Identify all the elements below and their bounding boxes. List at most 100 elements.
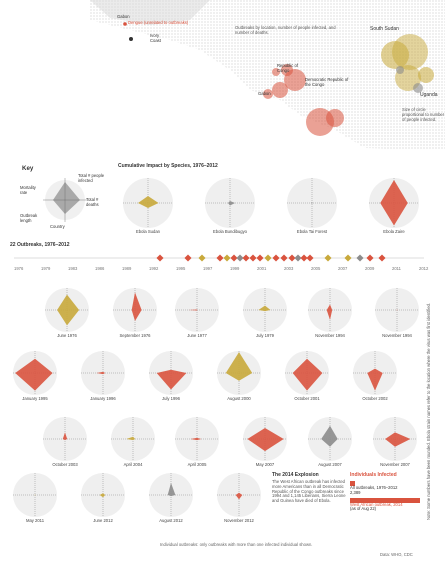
outbreak-radar [111, 417, 155, 461]
radar-shape [258, 305, 271, 312]
infected-legend: Individuals Infected All outbreaks, 1976… [350, 472, 428, 512]
outbreaks-title: 22 Outbreaks, 1976–2012 [10, 242, 70, 248]
outbreak-radar [308, 288, 352, 332]
outbreak-radar [217, 473, 261, 517]
outbreak-circle [392, 34, 428, 70]
radar-shape [167, 482, 176, 497]
map-region: Gabon Dengue (unrelated to outbreaks) Iv… [90, 0, 448, 150]
map-label-republic-congo: Republic of Congo [277, 63, 298, 73]
explosion-text: The West African outbreak has infected m… [272, 479, 346, 504]
timeline-marker [300, 254, 308, 262]
map-label-south-sudan: South Sudan [370, 26, 399, 32]
cumulative-row: Ebola Sudan Ebola Bundibugyo Ebola Tai For… [110, 170, 420, 245]
panel-label: June 1976 [57, 333, 77, 338]
radar-shape [292, 358, 323, 391]
timeline-marker [223, 254, 231, 262]
panel-label: January 1996 [90, 396, 116, 401]
key-title: Key [22, 165, 34, 172]
key-label-country: Country [50, 224, 65, 229]
outbreak-radar [149, 473, 193, 517]
explosion-title: The 2014 Explosion [272, 472, 319, 478]
timeline-marker [272, 254, 280, 262]
map-label-gabon-2: Gabon [258, 91, 271, 96]
legend-row2-value: (as of Aug 22) [350, 506, 377, 512]
credit: Data: WHO, CDC [380, 552, 413, 557]
panel-label: July 1979 [256, 333, 274, 338]
species-radar [123, 178, 173, 228]
outbreak-radar [81, 473, 125, 517]
key-diagram: Total # people infected Total # deaths M… [20, 172, 110, 232]
side-note-text: Note: Some numbers have been rounded. Eb… [426, 302, 431, 520]
radar-shape [96, 371, 106, 375]
outbreak-radar [113, 288, 157, 332]
legend-row1-value: 2,389 [350, 489, 361, 495]
outbreak-circle [272, 82, 288, 98]
timeline-marker [294, 254, 302, 262]
key-label-mortality: Mortality rate [20, 185, 36, 195]
radar-shape [138, 196, 159, 208]
species-radar [369, 178, 419, 228]
radar-shape [235, 492, 243, 500]
timeline-marker [216, 254, 224, 262]
map-note-bottom: Size of circle proportional to number of… [402, 107, 445, 122]
panel-label: August 2007 [318, 462, 342, 467]
outbreak-circle [413, 83, 423, 93]
panel-label: October 2003 [52, 462, 78, 467]
key-shape [53, 182, 80, 214]
timeline-marker [249, 254, 257, 262]
radar-shape [188, 309, 198, 311]
radar-shape [156, 369, 187, 390]
timeline-marker [356, 254, 364, 262]
legend-swatch-large [350, 497, 420, 503]
map-label-uganda: Uganda [420, 92, 438, 98]
panel-label: August 2000 [227, 396, 251, 401]
explosion-box: The 2014 Explosion The West African outb… [272, 472, 348, 504]
radar-shape [62, 432, 68, 441]
panel-label: November 1994 [382, 333, 412, 338]
timeline-marker [184, 254, 192, 262]
legend-row1: All outbreaks, 1976–2012 [350, 485, 398, 490]
radar-shape [380, 180, 408, 226]
cumulative-title: Cumulative Impact by Species, 1976–2012 [118, 163, 218, 169]
map-label-ivory-coast: Ivory Coast [150, 33, 161, 43]
timeline-marker [264, 254, 272, 262]
radar-shape [57, 294, 80, 326]
timeline-year: 1995 [176, 266, 186, 271]
outbreak-circle [326, 109, 344, 127]
panel-label: Ebola Bundibugyo [213, 229, 247, 234]
outbreak-circle [418, 67, 434, 83]
timeline-year: 2012 [419, 266, 429, 271]
timeline-year: 1983 [68, 266, 78, 271]
timeline-marker [156, 254, 164, 262]
radar-shape [99, 493, 106, 498]
map-note-top: Outbreaks by location, number of people … [235, 25, 336, 35]
map-label-dengue: Dengue (unrelated to outbreaks) [128, 20, 189, 25]
panel-label: July 1996 [162, 396, 180, 401]
timeline-year: 1999 [230, 266, 240, 271]
panel-label: Ebola Zaire [383, 229, 405, 234]
outbreak-circle [129, 37, 133, 41]
radar-shape [321, 425, 338, 447]
timeline-marker [288, 254, 296, 262]
timeline-marker [242, 254, 250, 262]
continent-shape [90, 0, 445, 150]
outbreak-radar [13, 473, 57, 517]
radar-shape [228, 201, 235, 206]
timeline-year: 2009 [365, 266, 375, 271]
timeline-marker [366, 254, 374, 262]
outbreak-radar [243, 417, 287, 461]
radar-shape [396, 309, 398, 311]
outbreak-radar [43, 417, 87, 461]
timeline-year: 2007 [338, 266, 348, 271]
side-note: Note: Some numbers have been rounded. Eb… [426, 300, 448, 530]
panel-label: October 2001 [294, 396, 320, 401]
outbreak-radar [81, 351, 125, 395]
panel-label: November 2012 [224, 518, 254, 523]
panel-label: September 1976 [119, 333, 151, 338]
key-label-length: Outbreak length [20, 213, 38, 223]
outbreak-radar [45, 288, 89, 332]
panel-label: October 2002 [362, 396, 388, 401]
timeline-marker [198, 254, 206, 262]
outbreak-radar [217, 351, 261, 395]
timeline-marker [256, 254, 264, 262]
